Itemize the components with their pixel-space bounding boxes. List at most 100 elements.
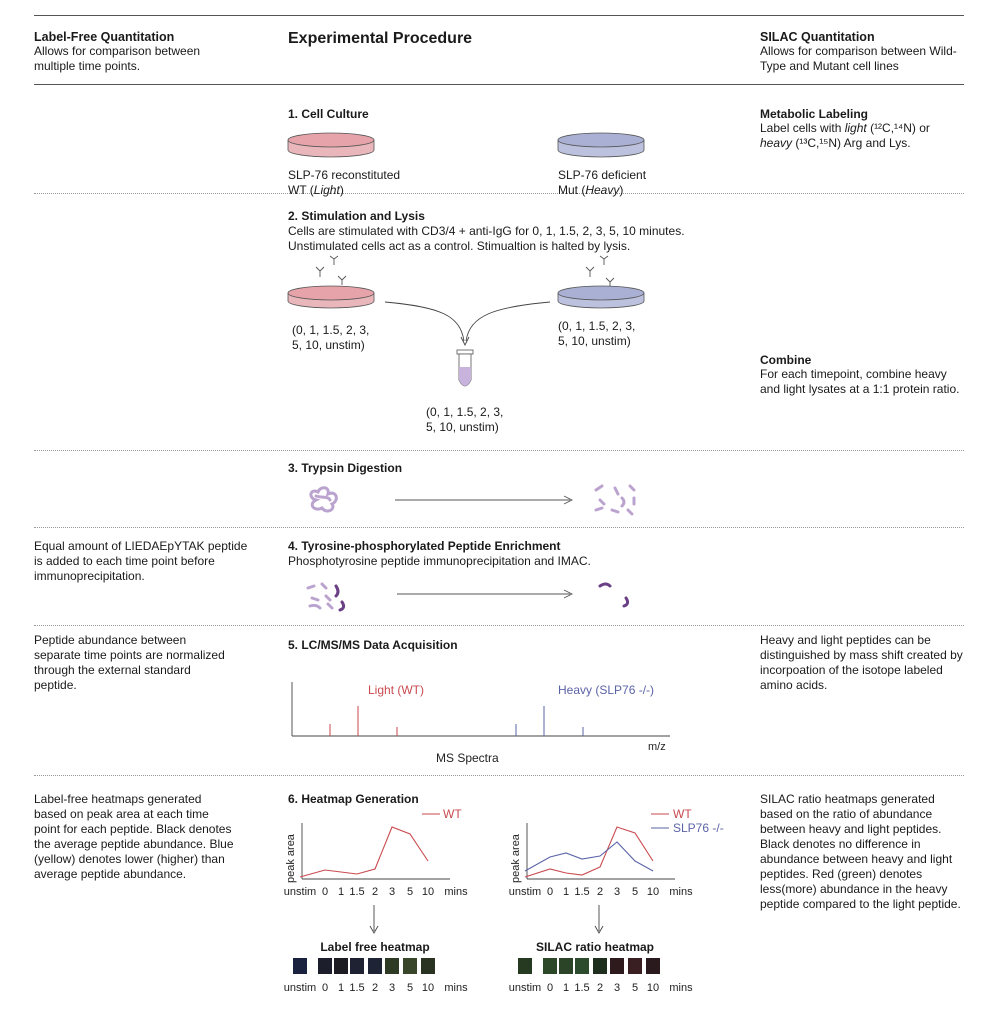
step5-title: 5. LC/MS/MS Data Acquisition (288, 638, 458, 652)
silac-legend-slp: SLP76 -/- (673, 821, 724, 835)
header-rule (34, 84, 964, 85)
silac-cell-4 (593, 958, 607, 974)
silac-hm-tick-2: 1 (563, 982, 569, 994)
light-label: Light (WT) (368, 683, 424, 697)
right-header-title: SILAC Quantitation (760, 30, 875, 44)
silac-tick-5: 3 (614, 886, 620, 898)
lf-tick-1: 0 (322, 886, 328, 898)
lf-tick-4: 2 (372, 886, 378, 898)
step2-title: 2. Stimulation and Lysis (288, 209, 425, 223)
lf-tick-2: 1 (338, 886, 344, 898)
silac-ratio-heatmap: unstim 0 1 1.5 2 3 5 10 mins (509, 958, 693, 994)
lf-hm-tick-6: 5 (407, 982, 413, 994)
lf-down-arrow (369, 905, 379, 934)
silac-hm-tick-4: 2 (597, 982, 603, 994)
stim-light-timepoints: (0, 1, 1.5, 2, 3, 5, 10, unstim) (292, 323, 369, 353)
lf-tick-3: 1.5 (349, 886, 364, 898)
silac-heatmap-cells (518, 958, 660, 974)
step6-left-text: Label-free heatmaps generated based on p… (34, 792, 234, 881)
lf-tick-7: 10 (422, 886, 434, 898)
ms-spectra-chart: Light (WT) Heavy (SLP76 -/-) m/z MS Spec… (291, 682, 670, 765)
lf-cell-1 (318, 958, 332, 974)
wt-caption-line1: SLP-76 reconstituted (288, 168, 401, 182)
silac-tick-labels: unstim 0 1 1.5 2 3 5 10 mins (509, 886, 693, 898)
silac-line-chart: peak area WT SLP76 -/- unstim 0 1 1.5 2 3 5 10 m… (509, 807, 724, 898)
left-header-title: Label-Free Quantitation (34, 30, 175, 44)
silac-tick-3: 1.5 (574, 886, 589, 898)
divider-1 (34, 193, 964, 194)
silac-cell-0 (518, 958, 532, 974)
step2-desc-2: Unstimulated cells act as a control. Sti… (288, 239, 631, 253)
mixed-peptides-icon (306, 582, 346, 612)
lf-heatmap-cells (293, 958, 435, 974)
tp-line1: (0, 1, 1.5, 2, 3, (558, 319, 636, 333)
right-header: SILAC Quantitation Allows for comparison… (760, 30, 970, 74)
silac-hm-tick-5: 3 (614, 982, 620, 994)
tp-line2: 5, 10, unstim) (292, 338, 365, 352)
lf-tick-6: 5 (407, 886, 413, 898)
ml-l1b: (¹²C,¹⁴N) or (866, 121, 930, 135)
left-header-desc: Allows for comparison between multiple t… (34, 44, 201, 73)
silac-cell-1 (543, 958, 557, 974)
silac-tick-6: 5 (632, 886, 638, 898)
ml-l2b: (¹³C,¹⁵N) Arg and Lys. (792, 136, 911, 150)
mz-unit: m/z (648, 741, 666, 753)
lf-hm-tick-8: mins (444, 982, 468, 994)
silac-down-arrow (594, 905, 604, 934)
enriched-peptides-icon (598, 582, 630, 608)
silac-cell-7 (646, 958, 660, 974)
silac-legend-wt: WT (673, 807, 692, 821)
heavy-label: Heavy (SLP76 -/-) (558, 683, 654, 697)
silac-tick-1: 0 (547, 886, 553, 898)
silac-cell-5 (610, 958, 624, 974)
lf-cell-7 (421, 958, 435, 974)
top-rule (34, 15, 964, 16)
silac-heatmap-ticks: unstim 0 1 1.5 2 3 5 10 mins (509, 982, 693, 994)
silac-tick-8: mins (669, 886, 693, 898)
mut-caption-a: Mut ( (558, 183, 586, 197)
wt-caption-a: WT ( (288, 183, 314, 197)
silac-cell-2 (559, 958, 573, 974)
wt-caption-line2: WT (Light) (288, 183, 400, 198)
wt-caption-b: ) (339, 183, 344, 197)
silac-ylabel: peak area (510, 833, 522, 883)
silac-tick-0: unstim (509, 886, 541, 898)
stim-heavy-timepoints: (0, 1, 1.5, 2, 3, 5, 10, unstim) (558, 319, 635, 349)
metabolic-labeling-line1: Label cells with light (¹²C,¹⁴N) or (760, 121, 970, 136)
metabolic-labeling-line2: heavy (¹³C,¹⁵N) Arg and Lys. (760, 136, 970, 151)
step3-title: 3. Trypsin Digestion (288, 461, 403, 475)
step4-left-desc: Equal amount of LIEDAEpYTAK peptide is a… (34, 539, 248, 583)
silac-tick-4: 2 (597, 886, 603, 898)
protein-icon (309, 486, 338, 513)
silac-tick-2: 1 (563, 886, 569, 898)
antibody-icon-right (585, 255, 615, 287)
divider-4 (34, 625, 964, 626)
combine-note: Combine For each timepoint, combine heav… (760, 353, 965, 397)
lf-cell-3 (350, 958, 364, 974)
mut-caption-b: ) (619, 183, 624, 197)
lf-hm-tick-4: 2 (372, 982, 378, 994)
tp-line1: (0, 1, 1.5, 2, 3, (426, 405, 504, 419)
step6-left-desc: Label-free heatmaps generated based on p… (34, 792, 234, 882)
mut-dish-caption: SLP-76 deficient Mut (Heavy) (558, 168, 646, 198)
lf-hm-tick-3: 1.5 (349, 982, 364, 994)
silac-hm-tick-0: unstim (509, 982, 541, 994)
lf-cell-4 (368, 958, 382, 974)
ms-caption: MS Spectra (436, 751, 499, 765)
stim-light-dish (287, 285, 375, 301)
lf-ylabel: peak area (285, 833, 297, 883)
mut-caption-line1: SLP-76 deficient (558, 168, 647, 182)
metabolic-labeling-title: Metabolic Labeling (760, 107, 869, 121)
silac-tick-7: 10 (647, 886, 659, 898)
right-header-desc: Allows for comparison between Wild-Type … (760, 44, 957, 73)
step1-title: 1. Cell Culture (288, 107, 369, 121)
peptides-icon (594, 484, 636, 516)
label-free-line-chart: peak area WT unstim 0 1 1.5 2 3 5 10 mins (284, 807, 468, 898)
silac-cell-6 (628, 958, 642, 974)
light-peaks (329, 706, 398, 736)
lf-heatmap-title: Label free heatmap (320, 940, 430, 954)
tp-line1: (0, 1, 1.5, 2, 3, (292, 323, 370, 337)
step6-title: 6. Heatmap Generation (288, 792, 419, 806)
lf-tick-labels: unstim 0 1 1.5 2 3 5 10 mins (284, 886, 468, 898)
mut-caption-italic: Heavy (585, 183, 620, 197)
